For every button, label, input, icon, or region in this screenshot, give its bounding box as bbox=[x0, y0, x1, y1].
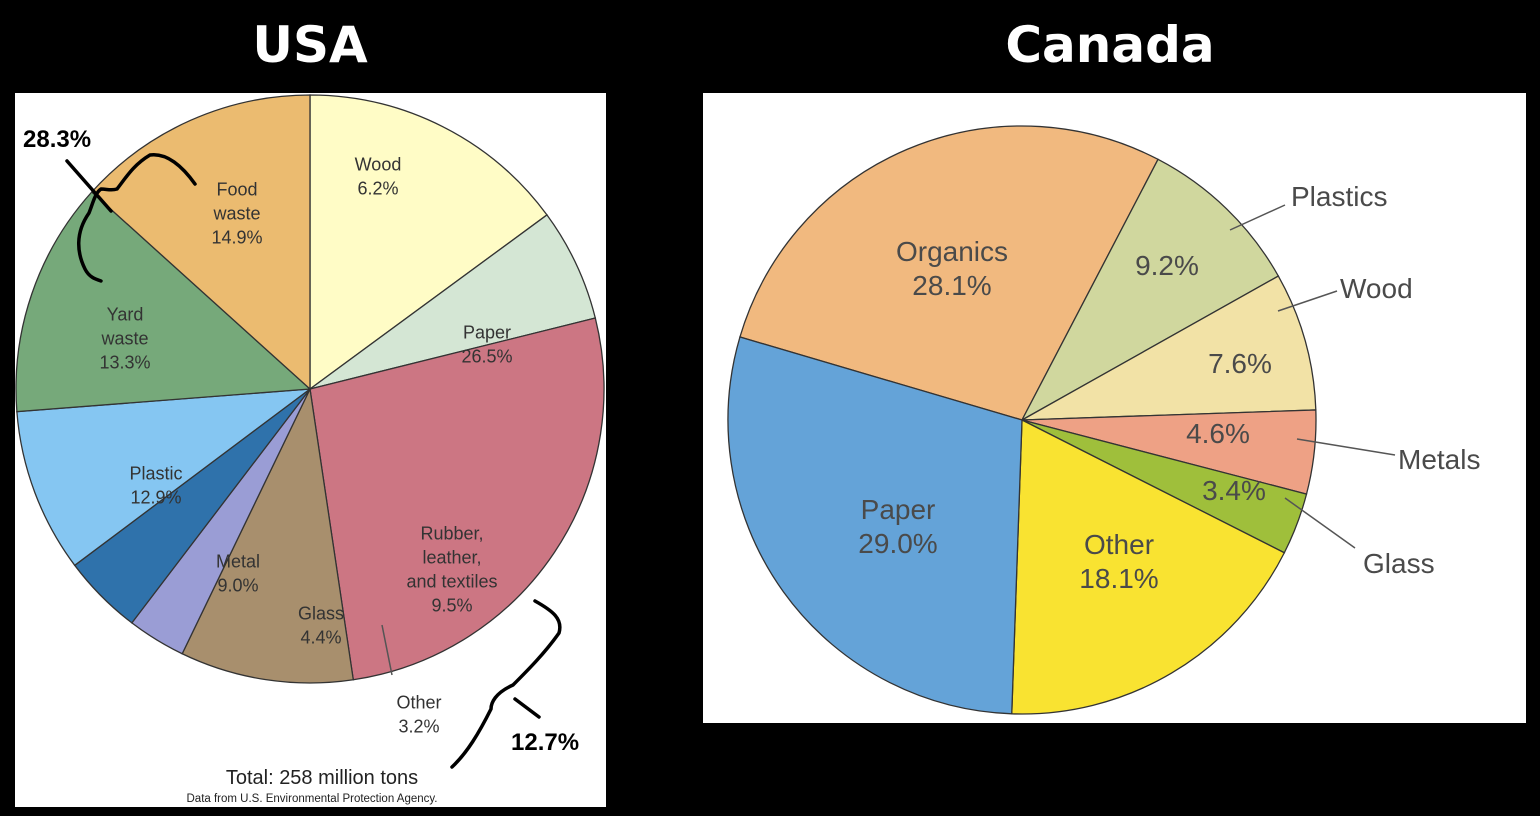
canada-label-other: Other 18.1% bbox=[1079, 529, 1158, 594]
canada-wood-leader-line bbox=[1277, 290, 1338, 312]
canada-slice-plastics bbox=[1020, 158, 1280, 422]
usa-label-plastic: Plastic 12.9% bbox=[129, 463, 182, 507]
canada-label-metals: 4.6% bbox=[1186, 418, 1250, 449]
usa-source-text: Data from U.S. Environmental Protection … bbox=[187, 793, 438, 805]
canada-label-plastics: 9.2% bbox=[1135, 250, 1199, 281]
canada-slice-organics bbox=[739, 125, 1159, 421]
canada-plastics-leader-line bbox=[1229, 204, 1286, 231]
usa-label-other: Other 3.2% bbox=[396, 692, 441, 736]
usa-chart-title: USA bbox=[252, 16, 368, 74]
canada-label-wood: 7.6% bbox=[1208, 348, 1272, 379]
usa-other-leader-line bbox=[381, 624, 393, 676]
usa-rubber-other-pointer bbox=[513, 697, 541, 719]
usa-label-rubber-leather-and-textiles: Rubber, leather, and textiles 9.5% bbox=[406, 523, 497, 615]
usa-rubber-other-annotation: 12.7% bbox=[511, 729, 579, 756]
usa-label-metal: Metal 9.0% bbox=[216, 551, 260, 595]
canada-name-glass: Glass bbox=[1363, 548, 1435, 579]
canada-name-wood: Wood bbox=[1340, 273, 1413, 304]
usa-label-glass: Glass 4.4% bbox=[298, 603, 344, 647]
usa-slice-rubber-leather-and-textiles bbox=[181, 386, 355, 684]
usa-label-food-waste: Food waste 14.9% bbox=[211, 179, 262, 247]
canada-label-paper: Paper 29.0% bbox=[858, 494, 937, 559]
usa-label-wood: Wood 6.2% bbox=[355, 154, 402, 198]
usa-food-yard-pointer bbox=[65, 159, 113, 213]
canada-metals-leader-line bbox=[1296, 438, 1396, 456]
canada-name-plastics: Plastics bbox=[1291, 181, 1387, 212]
usa-slice-yard-waste bbox=[90, 94, 311, 391]
usa-label-paper: Paper 26.5% bbox=[461, 322, 512, 366]
usa-rubber-other-bracket bbox=[450, 599, 562, 769]
canada-label-glass: 3.4% bbox=[1202, 475, 1266, 506]
usa-slice-metal bbox=[16, 388, 313, 567]
usa-slice-paper bbox=[309, 317, 605, 681]
usa-label-yard-waste: Yard waste 13.3% bbox=[99, 304, 150, 372]
usa-food-yard-bracket bbox=[77, 153, 197, 283]
canada-slice-wood bbox=[1021, 275, 1317, 421]
usa-total-text: Total: 258 million tons bbox=[226, 767, 418, 789]
usa-pie-panel: Food waste 14.9% Wood 6.2% Paper 26.5% Rubber, l… bbox=[15, 93, 606, 807]
usa-slice-wood bbox=[309, 214, 597, 390]
canada-pie-panel: Organics 28.1% 9.2% Plastics 7.6% Wood 4.6% Met… bbox=[703, 93, 1526, 723]
usa-slice-plastic bbox=[15, 191, 312, 413]
usa-pie-chart: Food waste 14.9% Wood 6.2% Paper 26.5% Rubber, l… bbox=[15, 94, 605, 805]
canada-slice-paper bbox=[727, 336, 1023, 715]
canada-slice-other bbox=[1011, 418, 1286, 715]
canada-label-organics: Organics 28.1% bbox=[896, 236, 1008, 301]
canada-glass-leader-line bbox=[1284, 497, 1356, 549]
canada-pie-chart: Organics 28.1% 9.2% Plastics 7.6% Wood 4.6% Met… bbox=[727, 125, 1480, 715]
usa-slice-food-waste bbox=[309, 94, 548, 391]
canada-chart-title: Canada bbox=[1005, 16, 1215, 74]
canada-name-metals: Metals bbox=[1398, 444, 1480, 475]
usa-food-yard-annotation: 28.3% bbox=[23, 126, 91, 153]
